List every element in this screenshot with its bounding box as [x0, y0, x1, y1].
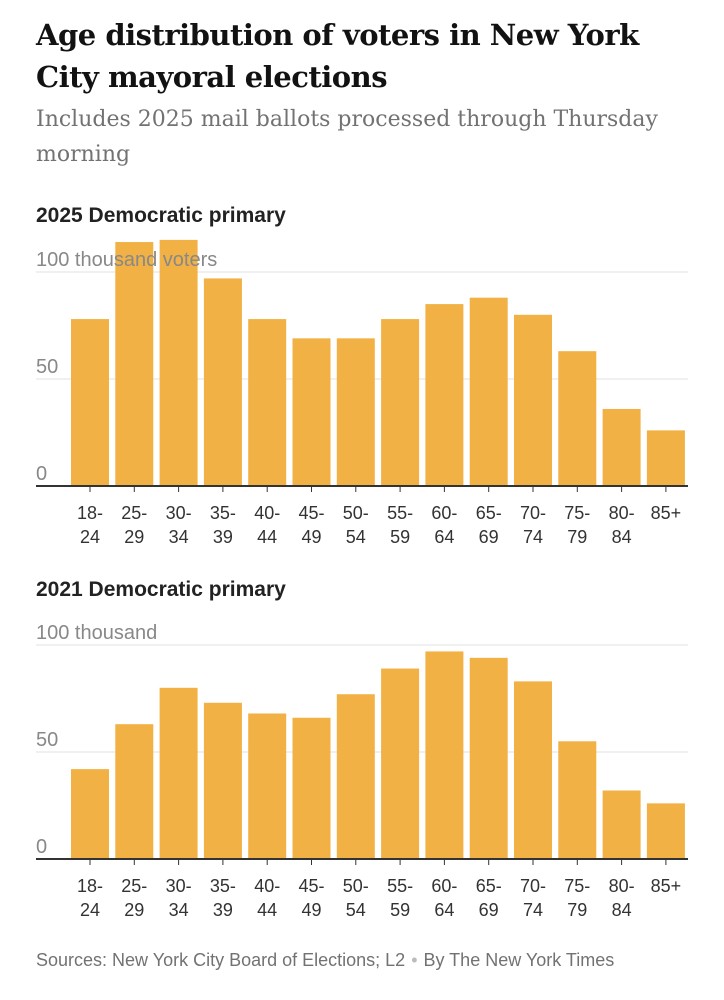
x-tick-label: 44	[257, 527, 277, 547]
x-tick-label: 25-	[121, 503, 147, 523]
panel-title-2021: 2021 Democratic primary	[36, 578, 286, 601]
x-tick-label: 60-	[431, 876, 457, 896]
x-tick-label: 75-	[564, 503, 590, 523]
x-tick-label: 84	[612, 900, 632, 920]
y-tick-label: 100 thousand voters	[36, 249, 217, 271]
bar	[646, 803, 685, 859]
x-tick-label: 18-	[77, 503, 103, 523]
bar	[602, 408, 641, 486]
chart-title-main: Age distribution of voters in New York C…	[36, 18, 639, 94]
y-tick-label: 50	[36, 356, 58, 378]
x-tick-label: 60-	[431, 503, 457, 523]
x-tick-label: 85+	[651, 876, 682, 896]
bar	[115, 242, 154, 486]
x-tick-label: 35-	[210, 876, 236, 896]
x-tick-label: 50-	[343, 503, 369, 523]
x-tick-label: 85+	[651, 503, 682, 523]
x-tick-label: 64	[434, 527, 454, 547]
x-tick-label: 74	[523, 900, 543, 920]
x-tick-label: 69	[479, 900, 499, 920]
x-tick-label: 39	[213, 900, 233, 920]
footer-sources: Sources: New York City Board of Election…	[36, 950, 406, 970]
bar	[248, 713, 287, 859]
bar	[381, 668, 420, 859]
y-tick-label: 0	[36, 463, 47, 485]
x-tick-label: 64	[434, 900, 454, 920]
y-tick-label: 0	[36, 836, 47, 858]
bar	[469, 297, 508, 486]
bar	[159, 687, 198, 859]
bar	[159, 239, 198, 486]
bar	[115, 724, 154, 859]
bar	[514, 681, 552, 859]
x-tick-label: 24	[80, 900, 100, 920]
bar	[646, 430, 685, 486]
x-tick-label: 34	[169, 527, 189, 547]
bar	[292, 338, 331, 486]
x-tick-label: 29	[124, 527, 144, 547]
bar	[469, 657, 508, 859]
x-tick-label: 70-	[520, 503, 546, 523]
x-tick-label: 79	[567, 900, 587, 920]
x-tick-label: 69	[479, 527, 499, 547]
x-tick-label: 18-	[77, 876, 103, 896]
bar	[71, 769, 109, 859]
x-tick-label: 54	[346, 900, 366, 920]
x-tick-label: 80-	[609, 876, 635, 896]
bar	[203, 278, 242, 486]
x-tick-label: 65-	[476, 503, 502, 523]
x-tick-label: 40-	[254, 503, 280, 523]
footer: Sources: New York City Board of Election…	[36, 950, 696, 971]
x-tick-label: 75-	[564, 876, 590, 896]
y-tick-label: 100 thousand	[36, 622, 157, 644]
bar	[203, 702, 242, 859]
x-tick-label: 49	[301, 900, 321, 920]
bar	[558, 351, 597, 486]
x-tick-label: 49	[301, 527, 321, 547]
x-tick-label: 34	[169, 900, 189, 920]
x-tick-label: 30-	[166, 503, 192, 523]
x-tick-label: 30-	[166, 876, 192, 896]
footer-separator: •	[411, 950, 418, 970]
bar-chart-2021: 0 50 100 thousand 18- 24 25- 29 30- 34 35- 39 40- 44…	[36, 622, 688, 920]
x-tick-label: 35-	[210, 503, 236, 523]
x-tick-label: 59	[390, 527, 410, 547]
x-tick-label: 59	[390, 900, 410, 920]
chart-subtitle: Includes 2025 mail ballots processed thr…	[36, 107, 658, 167]
x-tick-label: 74	[523, 527, 543, 547]
x-tick-label: 84	[612, 527, 632, 547]
x-tick-label: 40-	[254, 876, 280, 896]
x-tick-label: 45-	[298, 503, 324, 523]
x-tick-label: 39	[213, 527, 233, 547]
bar	[248, 319, 287, 486]
x-tick-label: 55-	[387, 503, 413, 523]
bar	[558, 741, 597, 859]
x-tick-label: 24	[80, 527, 100, 547]
bar	[292, 717, 331, 859]
x-tick-label: 44	[257, 900, 277, 920]
bar	[425, 651, 464, 859]
bar	[425, 304, 464, 486]
bar	[336, 694, 375, 859]
x-tick-label: 29	[124, 900, 144, 920]
x-tick-label: 79	[567, 527, 587, 547]
footer-byline: By The New York Times	[423, 950, 615, 970]
bar	[602, 790, 641, 859]
bar	[514, 314, 552, 486]
bar	[336, 338, 375, 486]
bar	[381, 319, 420, 486]
bar	[71, 319, 109, 486]
x-tick-label: 65-	[476, 876, 502, 896]
x-tick-label: 55-	[387, 876, 413, 896]
x-tick-label: 25-	[121, 876, 147, 896]
x-tick-label: 45-	[298, 876, 324, 896]
y-tick-label: 50	[36, 729, 58, 751]
x-tick-label: 54	[346, 527, 366, 547]
x-tick-label: 70-	[520, 876, 546, 896]
bar-chart-2025: 0 50 100 thousand voters 18- 24 25- 29 30- 34 35-…	[36, 239, 688, 547]
panel-title-2025: 2025 Democratic primary	[36, 204, 286, 227]
x-tick-label: 50-	[343, 876, 369, 896]
x-tick-label: 80-	[609, 503, 635, 523]
